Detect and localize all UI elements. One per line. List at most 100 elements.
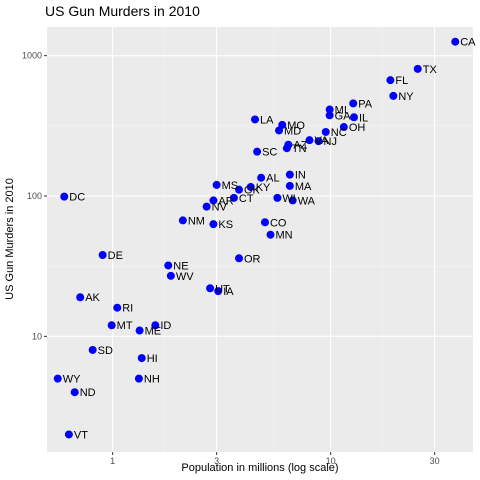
point-label-vt: VT (74, 429, 88, 441)
point-label-nd: ND (80, 387, 96, 399)
point-label-mn: MN (276, 230, 293, 242)
point-label-nm: NM (188, 215, 205, 227)
point-label-dc: DC (69, 192, 85, 204)
point-label-sc: SC (262, 147, 277, 159)
point-label-la: LA (260, 114, 274, 126)
data-point-wi (273, 193, 282, 202)
point-label-sd: SD (98, 345, 113, 357)
data-point-mi (325, 105, 334, 114)
point-label-va: VA (314, 135, 329, 147)
point-label-al: AL (266, 173, 279, 185)
point-label-ut: UT (215, 283, 230, 295)
data-point-sc (253, 147, 262, 156)
data-point-ok (235, 185, 244, 194)
point-label-nc: NC (331, 127, 347, 139)
point-label-ma: MA (295, 181, 312, 193)
data-point-ia (214, 287, 223, 296)
data-point-nm (178, 216, 187, 225)
point-label-ga: GA (335, 110, 352, 122)
data-point-nj (314, 137, 323, 146)
y-axis-title: US Gun Murders in 2010 (4, 178, 16, 300)
data-point-ri (113, 303, 122, 312)
point-label-or: OR (244, 253, 261, 265)
data-point-pa (349, 99, 358, 108)
data-point-id (151, 321, 160, 330)
data-point-al (257, 173, 266, 182)
x-tick-label: 1 (110, 456, 115, 466)
data-points (53, 37, 460, 439)
point-label-ak: AK (85, 292, 100, 304)
data-point-vt (64, 430, 73, 439)
point-label-ok: OK (244, 185, 261, 197)
point-label-wv: WV (176, 271, 194, 283)
point-label-ia: IA (223, 286, 234, 298)
major-gridlines (47, 27, 473, 452)
y-tick-label: 1000 (22, 51, 42, 61)
minor-gridlines (47, 27, 473, 452)
data-point-wa (288, 196, 297, 205)
data-point-nv (202, 202, 211, 211)
point-label-wi: WI (282, 193, 295, 205)
point-label-me: ME (145, 326, 162, 338)
x-axis-title: Population in millions (log scale) (181, 462, 338, 474)
data-point-ct (229, 193, 238, 202)
point-label-pa: PA (358, 98, 373, 110)
y-tick-label: 10 (32, 331, 42, 341)
data-point-nd (70, 388, 79, 397)
data-point-sd (88, 345, 97, 354)
point-label-in: IN (295, 170, 306, 182)
point-label-mt: MT (117, 320, 133, 332)
point-label-tn: TN (292, 143, 307, 155)
data-point-ny (389, 91, 398, 100)
data-point-me (135, 326, 144, 335)
data-point-ky (246, 182, 255, 191)
point-label-fl: FL (395, 75, 408, 87)
point-label-ms: MS (222, 180, 239, 192)
data-point-hi (137, 354, 146, 363)
data-point-mn (266, 230, 275, 239)
data-point-ks (209, 220, 218, 229)
point-label-wy: WY (63, 374, 81, 386)
data-point-tn (282, 144, 291, 153)
point-label-mo: MO (287, 120, 305, 132)
point-label-ri: RI (122, 303, 133, 315)
x-tick-label: 30 (430, 456, 440, 466)
point-label-ne: NE (173, 260, 188, 272)
point-label-co: CO (270, 217, 287, 229)
chart-title: US Gun Murders in 2010 (45, 3, 200, 19)
data-point-in (285, 170, 294, 179)
data-point-ak (76, 293, 85, 302)
point-label-wa: WA (298, 195, 316, 207)
x-tick-label: 10 (326, 456, 336, 466)
point-label-ar: AR (218, 195, 233, 207)
point-label-az: AZ (293, 140, 307, 152)
y-tick-label: 100 (27, 191, 42, 201)
plot-panel (47, 27, 473, 452)
data-point-ne (164, 261, 173, 270)
data-point-nh (134, 374, 143, 383)
data-point-de (98, 250, 107, 259)
data-point-wv (166, 271, 175, 280)
point-label-nj: NJ (324, 136, 337, 148)
data-point-il (349, 113, 358, 122)
data-point-ca (451, 37, 460, 46)
data-point-oh (339, 123, 348, 132)
data-point-nc (321, 127, 330, 136)
x-axis: 1 3 10 30 (110, 452, 440, 466)
x-tick-label: 3 (214, 456, 219, 466)
data-point-co (260, 218, 269, 227)
point-label-oh: OH (349, 122, 366, 134)
data-point-la (251, 115, 260, 124)
point-label-ky: KY (256, 182, 271, 194)
data-point-ms (212, 180, 221, 189)
point-label-ca: CA (460, 37, 476, 49)
data-point-va (305, 136, 314, 145)
point-label-de: DE (108, 250, 123, 262)
data-point-ma (285, 181, 294, 190)
point-label-ks: KS (218, 219, 233, 231)
data-point-dc (60, 192, 69, 201)
data-point-wy (53, 374, 62, 383)
data-point-ar (209, 196, 218, 205)
